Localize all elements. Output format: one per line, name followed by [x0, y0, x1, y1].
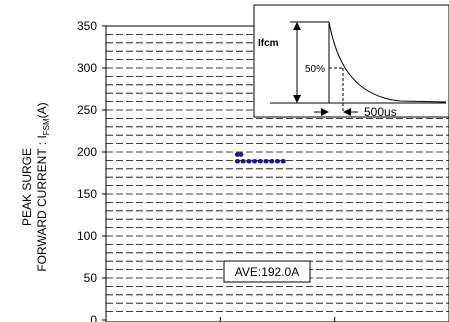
- y-tick-label: 250: [77, 103, 97, 117]
- x-axis-ticks: [105, 317, 449, 322]
- y-axis-title: PEAK SURGE FORWARD CURRENT : IFSM(A): [20, 102, 51, 271]
- inset-peak-arrowhead-up: [293, 22, 301, 30]
- data-point: [238, 152, 244, 157]
- y-tick-label: 100: [77, 229, 97, 243]
- inset-time-arrowhead-right: [343, 108, 351, 116]
- data-point: [257, 158, 263, 164]
- data-point: [274, 158, 281, 164]
- inset-peak-arrowhead-down: [293, 95, 301, 103]
- y-tick-label: 0: [90, 313, 97, 322]
- average-annotation-box: [223, 260, 311, 283]
- y-tick-label: 50: [84, 271, 98, 285]
- inset-decay-curve: [328, 21, 447, 103]
- data-points: [234, 152, 286, 164]
- y-tick-label: 150: [77, 187, 97, 201]
- y-axis-title-line1: PEAK SURGE: [20, 148, 34, 226]
- inset-percent-label: 50%: [305, 64, 325, 75]
- data-point: [269, 158, 275, 164]
- y-axis-ticks: 0 50 100 150 200 250 300 350: [77, 19, 106, 322]
- data-point: [263, 158, 269, 164]
- y-tick-label: 300: [77, 61, 97, 75]
- y-axis-title-line2: FORWARD CURRENT : IFSM(A): [35, 102, 51, 271]
- data-point: [240, 158, 246, 164]
- data-point: [246, 158, 252, 164]
- data-point: [280, 158, 286, 164]
- inset-time-label: 500us: [364, 105, 397, 119]
- inset-time-arrowhead-left: [321, 108, 329, 116]
- y-tick-label: 350: [77, 19, 97, 33]
- average-annotation-text: AVE:192.0A: [235, 265, 300, 279]
- y-tick-label: 200: [77, 145, 97, 159]
- average-annotation: AVE:192.0A: [223, 260, 311, 283]
- data-point: [234, 158, 241, 164]
- inset-peak-label: Ifcm: [258, 38, 279, 49]
- data-point: [252, 158, 258, 164]
- inset-waveform: Ifcm 50% 500us: [253, 4, 449, 119]
- inset-box: [253, 4, 449, 118]
